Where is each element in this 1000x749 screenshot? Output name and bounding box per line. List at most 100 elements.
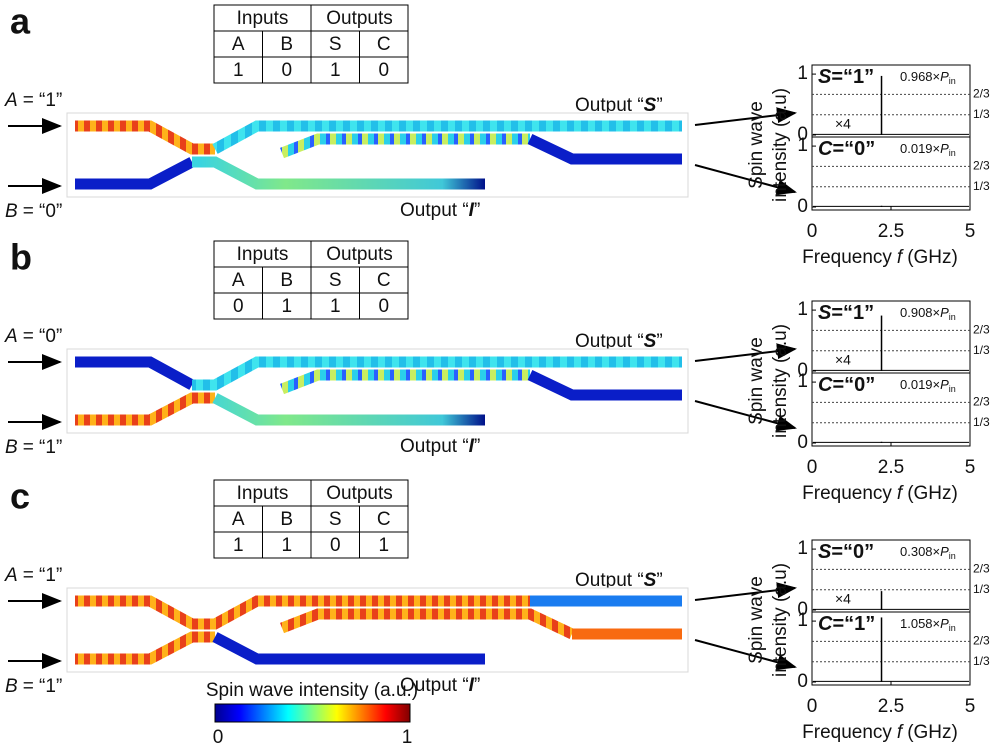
x-axis-label-part: (GHz) (907, 483, 958, 504)
output-s-label-part: ” (656, 331, 662, 352)
table-column: C (377, 270, 391, 291)
y-tick-label: 1 (797, 135, 808, 156)
reference-label: 1/3 (973, 179, 990, 193)
output-s-label: Output “S” (575, 331, 663, 352)
x-axis-label: Frequency f (GHz) (802, 483, 958, 504)
input-a-label-part: = “1” (23, 565, 63, 586)
table-column: A (232, 270, 245, 291)
waveguide (75, 595, 530, 630)
panel-label: b (10, 237, 32, 278)
y-axis-label: Spin wave (746, 576, 767, 664)
y-axis-label: Spin wave (746, 101, 767, 189)
x-tick-label: 5 (965, 457, 976, 478)
table-group: Outputs (326, 244, 393, 265)
output-s-label-part: ” (656, 95, 662, 116)
table-value: 0 (378, 60, 389, 81)
power-part: 0.019× (900, 141, 940, 156)
y-axis-label: intensity (a.u) (770, 324, 791, 438)
input-b-label: B = “1” (5, 676, 62, 697)
plot-label-part: =“0” (831, 541, 874, 563)
output-arrow (694, 582, 797, 601)
output-arrow (694, 164, 797, 196)
reference-label: 1/3 (973, 654, 990, 668)
x-tick-label: 5 (965, 221, 976, 242)
power-label: 0.908×Pin (900, 305, 956, 322)
y-tick-label: 1 (797, 538, 808, 559)
magnification-label: ×4 (835, 591, 851, 607)
y-tick-label: 0 (797, 599, 808, 620)
plot-frame (811, 300, 971, 375)
x-axis-label-part: (GHz) (907, 247, 958, 268)
output-s-label-part: Output “ (575, 331, 644, 352)
table-value: 1 (281, 535, 292, 556)
x-axis-label: Frequency f (GHz) (802, 247, 958, 268)
table-value: 1 (233, 535, 244, 556)
table-value: 0 (233, 296, 244, 317)
output-i-label-part: ” (474, 675, 480, 696)
y-tick-label: 0 (797, 124, 808, 145)
x-axis-label-part: Frequency (802, 483, 892, 504)
table-value: 1 (233, 60, 244, 81)
y-axis-label: intensity (a.u) (770, 88, 791, 202)
power-part: 0.019× (900, 377, 940, 392)
table-column: B (280, 509, 293, 530)
input-b-label-part: = “1” (23, 437, 63, 458)
x-tick-label: 2.5 (878, 457, 904, 478)
plot-label-part: C (818, 613, 833, 635)
output-i-label-part: I (469, 436, 475, 457)
table-value: 0 (330, 535, 341, 556)
output-s-label-part: S (644, 570, 657, 591)
power-label: 0.308×Pin (900, 544, 956, 561)
waveguide (212, 120, 682, 154)
x-axis-label-part: f (897, 483, 904, 504)
y-tick-label: 1 (797, 299, 808, 320)
table-group: Outputs (326, 483, 393, 504)
power-label: 0.019×Pin (900, 377, 956, 394)
x-axis-label: Frequency f (GHz) (802, 722, 958, 743)
output-i-label-part: Output “ (400, 200, 469, 221)
reference-label: 2/3 (973, 395, 990, 409)
reference-label: 2/3 (973, 87, 990, 101)
plot-label: S=“1” (818, 302, 874, 324)
waveguide (75, 392, 215, 426)
plot-label: S=“1” (818, 66, 874, 88)
power-part: in (949, 76, 956, 86)
table-column: A (232, 34, 245, 55)
colorbar-title: Spin wave intensity (a.u.) (206, 680, 418, 701)
output-i-label: Output “I” (400, 436, 480, 457)
table-column: C (377, 34, 391, 55)
colorbar-max: 1 (402, 727, 413, 748)
table-group: Inputs (237, 8, 289, 29)
plot-label: C=“0” (818, 138, 875, 160)
table-value: 1 (330, 60, 341, 81)
plot-label-part: S (818, 302, 832, 324)
input-b-label: B = “1” (5, 437, 62, 458)
output-arrow (694, 343, 797, 362)
output-i-label-part: Output “ (400, 436, 469, 457)
x-axis-label-part: Frequency (802, 247, 892, 268)
table-column: C (377, 509, 391, 530)
waveguide (212, 393, 485, 426)
colorbar-min: 0 (213, 727, 224, 748)
waveguide (527, 134, 682, 165)
y-tick-label: 1 (797, 63, 808, 84)
table-group: Inputs (237, 244, 289, 265)
input-a-label-part: = “1” (23, 90, 63, 111)
plot-frame (811, 136, 971, 211)
table-column: B (280, 270, 293, 291)
y-tick-label: 0 (797, 360, 808, 381)
power-part: P (940, 544, 949, 559)
y-axis-label: intensity (a.u) (770, 563, 791, 677)
waveguide (75, 631, 215, 665)
reference-label: 2/3 (973, 323, 990, 337)
power-part: P (940, 305, 949, 320)
input-a-label: A = “1” (4, 565, 62, 586)
input-a-label-part: A (4, 326, 18, 347)
output-arrow (694, 400, 797, 432)
plot-frame (811, 611, 971, 686)
plot-frame (811, 372, 971, 447)
plot-label-part: =“1” (832, 613, 875, 635)
